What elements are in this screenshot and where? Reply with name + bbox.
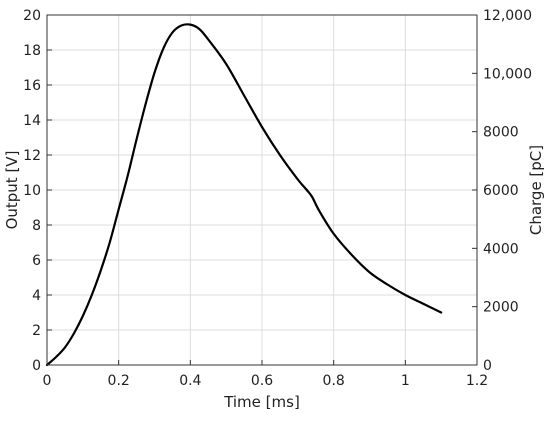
- y2-tick-label: 8000: [483, 125, 519, 141]
- y-axis-title: Output [V]: [3, 151, 21, 230]
- y2-tick-label: 2000: [483, 300, 519, 316]
- y2-tick-label: 10,000: [483, 66, 532, 82]
- y2-tick-label: 6000: [483, 183, 519, 199]
- y-tick-label: 18: [23, 43, 41, 59]
- grid: [46, 14, 478, 366]
- x-tick-label: 0.6: [251, 373, 273, 389]
- y2-tick-label: 0: [483, 358, 492, 374]
- y-tick-label: 10: [23, 183, 41, 199]
- y-tick-label: 12: [23, 148, 41, 164]
- y-tick-label: 8: [32, 218, 41, 234]
- y-axis-ticks: 0 2 4 6 8 10 12 14 16 18 20: [23, 8, 52, 374]
- y-tick-label: 2: [32, 323, 41, 339]
- y2-axis-ticks: 0 2000 4000 6000 8000 10,000 12,000: [472, 8, 532, 374]
- series-layer: [45, 23, 443, 367]
- x-tick-label: 0.4: [179, 373, 201, 389]
- x-tick-label: 0: [43, 373, 52, 389]
- x-axis-ticks: 0 0.2 0.4 0.6 0.8 1 1.2: [43, 360, 488, 389]
- x-tick-label: 1.2: [466, 373, 488, 389]
- y-tick-label: 20: [23, 8, 41, 24]
- y-tick-label: 14: [23, 113, 41, 129]
- x-tick-label: 0.8: [323, 373, 345, 389]
- y2-tick-label: 12,000: [483, 8, 532, 24]
- series-line: [45, 23, 443, 367]
- y-tick-label: 0: [32, 358, 41, 374]
- x-tick-label: 0.2: [108, 373, 130, 389]
- x-tick-label: 1: [401, 373, 410, 389]
- y-tick-label: 16: [23, 78, 41, 94]
- y-tick-label: 6: [32, 253, 41, 269]
- y-tick-label: 4: [32, 288, 41, 304]
- y2-tick-label: 4000: [483, 241, 519, 257]
- y2-axis-title: Charge [pC]: [527, 145, 545, 235]
- x-axis-title: Time [ms]: [223, 393, 300, 411]
